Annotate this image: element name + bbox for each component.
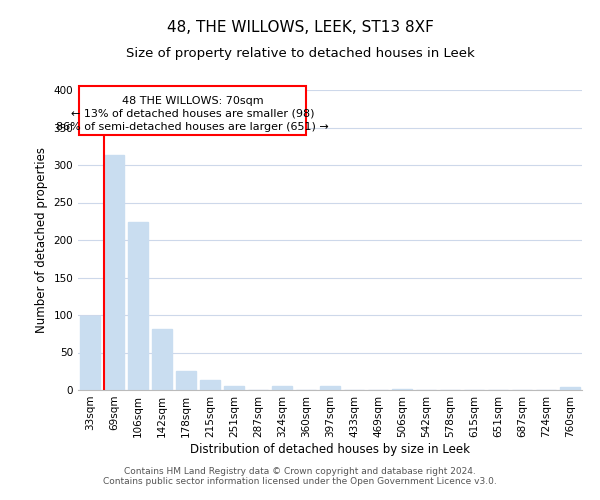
Bar [392,388,412,390]
Bar [80,316,100,390]
Text: 86% of semi-detached houses are larger (651) →: 86% of semi-detached houses are larger (… [56,122,329,132]
Bar [224,386,244,390]
Bar [176,371,196,390]
Bar [152,329,172,390]
Bar [560,387,580,390]
FancyBboxPatch shape [79,86,306,135]
Text: Contains public sector information licensed under the Open Government Licence v3: Contains public sector information licen… [103,477,497,486]
Bar [320,386,340,390]
Y-axis label: Number of detached properties: Number of detached properties [35,147,48,333]
Bar [104,155,124,390]
Text: ← 13% of detached houses are smaller (98): ← 13% of detached houses are smaller (98… [71,109,314,118]
Bar [200,380,220,390]
Text: Size of property relative to detached houses in Leek: Size of property relative to detached ho… [125,48,475,60]
X-axis label: Distribution of detached houses by size in Leek: Distribution of detached houses by size … [190,442,470,456]
Text: 48 THE WILLOWS: 70sqm: 48 THE WILLOWS: 70sqm [122,96,263,106]
Text: Contains HM Land Registry data © Crown copyright and database right 2024.: Contains HM Land Registry data © Crown c… [124,467,476,476]
Bar [128,222,148,390]
Text: 48, THE WILLOWS, LEEK, ST13 8XF: 48, THE WILLOWS, LEEK, ST13 8XF [167,20,433,35]
Bar [272,386,292,390]
